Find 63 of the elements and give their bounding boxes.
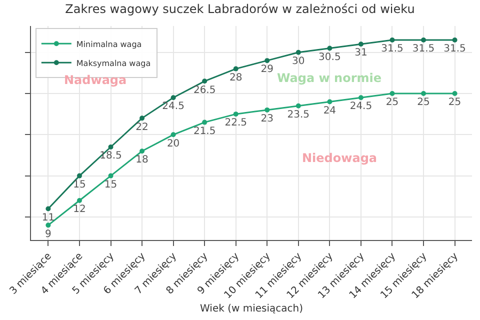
data-label: 20 xyxy=(166,138,180,150)
data-label: 21.5 xyxy=(193,126,216,137)
point xyxy=(264,107,270,112)
point xyxy=(76,198,82,203)
point xyxy=(170,132,176,138)
point xyxy=(390,90,395,96)
point xyxy=(264,58,270,64)
data-label: 31.5 xyxy=(444,44,466,55)
point xyxy=(46,206,51,212)
point xyxy=(358,95,364,100)
point xyxy=(46,222,51,228)
data-label: 31.5 xyxy=(412,44,435,55)
data-label: 9 xyxy=(45,228,52,240)
point xyxy=(76,173,82,178)
data-label: 11 xyxy=(42,212,55,224)
data-label: 31.5 xyxy=(381,44,404,55)
data-label: 24 xyxy=(323,105,336,116)
data-label: 22.5 xyxy=(224,118,247,129)
point xyxy=(202,120,208,125)
point xyxy=(108,173,114,178)
point xyxy=(421,37,426,42)
data-label: 25 xyxy=(386,97,399,108)
data-label: 24.5 xyxy=(350,101,372,112)
data-label: 29 xyxy=(260,64,274,76)
data-label: 30.5 xyxy=(318,52,341,63)
point xyxy=(390,37,395,42)
point xyxy=(327,99,332,104)
data-label: 24.5 xyxy=(162,101,184,112)
data-label: 22 xyxy=(136,122,148,133)
point xyxy=(140,148,145,154)
point xyxy=(233,112,238,117)
legend-label: Maksymalna waga xyxy=(76,58,151,68)
point xyxy=(170,95,176,100)
data-label: 23.5 xyxy=(287,109,310,120)
annotation: Nadwaga xyxy=(64,73,127,87)
point xyxy=(452,90,458,96)
point xyxy=(108,144,114,150)
data-label: 18 xyxy=(136,154,148,166)
point xyxy=(202,78,208,84)
point xyxy=(421,90,426,96)
point xyxy=(296,50,301,55)
data-label: 12 xyxy=(73,204,86,216)
point xyxy=(296,103,301,108)
data-label: 26.5 xyxy=(193,84,216,96)
annotation: Waga w normie xyxy=(277,71,382,85)
legend-label: Minimalna waga xyxy=(76,40,142,49)
point xyxy=(140,116,145,121)
point xyxy=(327,46,332,51)
annotation: Niedowaga xyxy=(302,151,377,165)
point xyxy=(233,66,238,72)
x-axis-title: Wiek (w miesiącach) xyxy=(200,304,304,315)
data-label: 18.5 xyxy=(100,150,122,162)
data-label: 25 xyxy=(448,97,462,108)
data-label: 15 xyxy=(104,179,118,190)
data-label: 28 xyxy=(229,72,242,84)
data-label: 23 xyxy=(260,114,274,125)
data-label: 31 xyxy=(354,48,368,59)
data-label: 30 xyxy=(292,56,305,67)
data-label: 25 xyxy=(417,97,430,108)
point xyxy=(358,42,364,47)
chart-title: Zakres wagowy suczek Labradorów w zależności od wieku xyxy=(65,2,415,16)
data-label: 15 xyxy=(73,179,86,190)
point xyxy=(452,37,458,42)
